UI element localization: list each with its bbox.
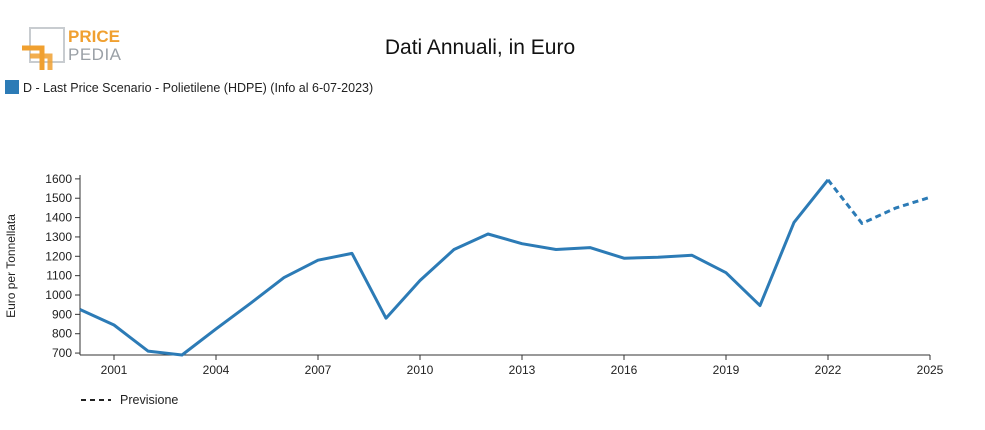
logo-line-2: PEDIA — [68, 45, 122, 64]
y-axis-ticks: 700 800 900 1000 1100 1200 1300 1400 1500 1600 — [45, 172, 80, 360]
y-tick-label: 1500 — [45, 191, 72, 205]
x-tick-label: 2010 — [407, 363, 434, 377]
x-tick-label: 2004 — [203, 363, 230, 377]
x-tick-label: 2025 — [917, 363, 944, 377]
x-tick-label: 2013 — [509, 363, 536, 377]
y-tick-label: 1000 — [45, 288, 72, 302]
x-tick-label: 2016 — [611, 363, 638, 377]
y-tick-label: 1100 — [46, 269, 72, 283]
y-tick-label: 1600 — [45, 172, 72, 186]
legend-series-label: D - Last Price Scenario - Polietilene (H… — [23, 81, 373, 95]
x-tick-label: 2007 — [305, 363, 332, 377]
y-tick-label: 1300 — [45, 230, 72, 244]
y-tick-label: 1400 — [45, 211, 72, 225]
y-axis-title: Euro per Tonnellata — [4, 214, 18, 318]
logo-line-1: PRICE — [68, 27, 120, 46]
x-axis-ticks: 2001 2004 2007 2010 2013 2016 2019 2022 2025 — [101, 355, 944, 377]
legend-swatch — [5, 80, 19, 94]
series-line-previsione[interactable] — [826, 178, 931, 225]
pricepedia-logo: PRICE PEDIA — [22, 27, 122, 70]
x-tick-label: 2022 — [815, 363, 842, 377]
series-line-hdpe[interactable] — [79, 178, 830, 357]
chart-title: Dati Annuali, in Euro — [385, 36, 575, 59]
logo-mark-icon — [22, 27, 65, 70]
legend-previsione-label: Previsione — [120, 393, 178, 407]
y-tick-label: 700 — [52, 346, 72, 360]
x-tick-label: 2019 — [713, 363, 740, 377]
legend-bottom[interactable]: Previsione — [81, 393, 178, 407]
y-tick-label: 800 — [52, 327, 72, 341]
y-tick-label: 900 — [52, 307, 72, 321]
x-tick-label: 2001 — [101, 363, 128, 377]
legend-top[interactable]: D - Last Price Scenario - Polietilene (H… — [5, 80, 373, 95]
y-tick-label: 1200 — [45, 249, 72, 263]
